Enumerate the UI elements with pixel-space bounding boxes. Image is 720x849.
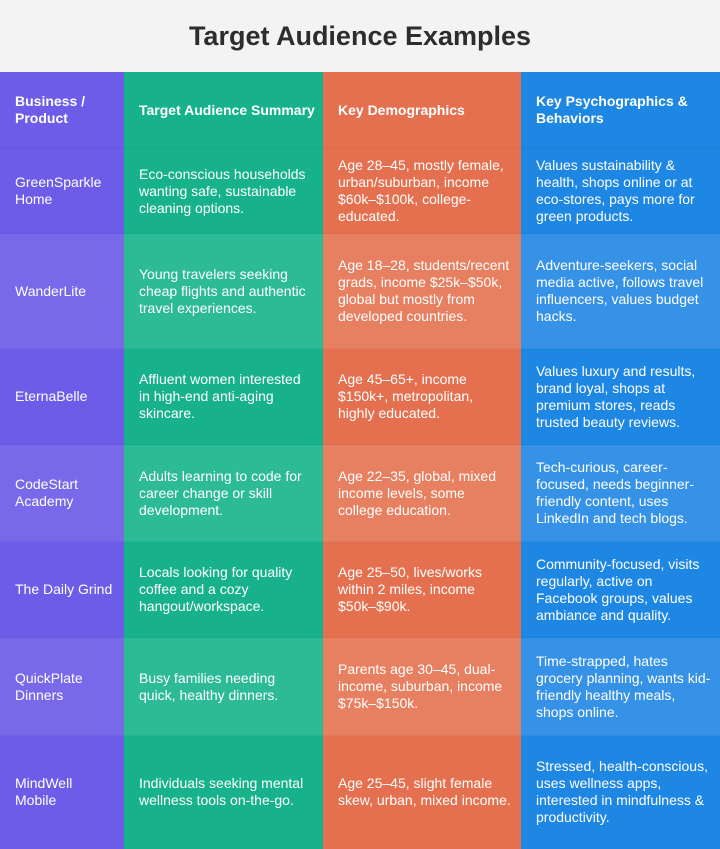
- table-row: WanderLite Young travelers seeking cheap …: [0, 233, 720, 349]
- cell-psychographics: Time-strapped, hates grocery planning, w…: [521, 637, 720, 736]
- cell-business: QuickPlate Dinners: [0, 637, 124, 736]
- header-psychographics: Key Psychographics & Behaviors: [521, 72, 720, 149]
- cell-demographics: Age 25–50, lives/works within 2 miles, i…: [323, 541, 521, 638]
- cell-demographics: Age 22–35, global, mixed income levels, …: [323, 444, 521, 542]
- cell-demographics: Parents age 30–45, dual-income, suburban…: [323, 637, 521, 736]
- cell-demographics: Age 25–45, slight female skew, urban, mi…: [323, 735, 521, 849]
- cell-summary: Eco-conscious households wanting safe, s…: [124, 148, 323, 234]
- audience-table: Business / Product Target Audience Summa…: [0, 72, 720, 849]
- cell-business: CodeStart Academy: [0, 444, 124, 542]
- cell-psychographics: Adventure-seekers, social media active, …: [521, 233, 720, 349]
- cell-psychographics: Tech-curious, career-focused, needs begi…: [521, 444, 720, 542]
- cell-summary: Individuals seeking mental wellness tool…: [124, 735, 323, 849]
- cell-business: MindWell Mobile: [0, 735, 124, 849]
- cell-business: The Daily Grind: [0, 541, 124, 638]
- cell-summary: Adults learning to code for career chang…: [124, 444, 323, 542]
- cell-demographics: Age 28–45, mostly female, urban/suburban…: [323, 148, 521, 234]
- table-row: GreenSparkle Home Eco-conscious household…: [0, 148, 720, 234]
- cell-psychographics: Community-focused, visits regularly, act…: [521, 541, 720, 638]
- table-row: QuickPlate Dinners Busy families needing …: [0, 637, 720, 736]
- cell-demographics: Age 45–65+, income $150k+, metropolitan,…: [323, 348, 521, 445]
- cell-psychographics: Stressed, health-conscious, uses wellnes…: [521, 735, 720, 849]
- header-demographics: Key Demographics: [323, 72, 521, 149]
- cell-summary: Affluent women interested in high-end an…: [124, 348, 323, 445]
- header-row: Business / Product Target Audience Summa…: [0, 72, 720, 149]
- cell-summary: Locals looking for quality coffee and a …: [124, 541, 323, 638]
- cell-summary: Young travelers seeking cheap flights an…: [124, 233, 323, 349]
- table-row: EternaBelle Affluent women interested in …: [0, 348, 720, 445]
- page-title: Target Audience Examples: [0, 0, 720, 72]
- cell-business: GreenSparkle Home: [0, 148, 124, 234]
- header-summary: Target Audience Summary: [124, 72, 323, 149]
- table-row: The Daily Grind Locals looking for qualit…: [0, 541, 720, 638]
- cell-demographics: Age 18–28, students/recent grads, income…: [323, 233, 521, 349]
- cell-psychographics: Values luxury and results, brand loyal, …: [521, 348, 720, 445]
- table-row: CodeStart Academy Adults learning to code…: [0, 444, 720, 542]
- cell-psychographics: Values sustainability & health, shops on…: [521, 148, 720, 234]
- cell-summary: Busy families needing quick, healthy din…: [124, 637, 323, 736]
- header-business: Business / Product: [0, 72, 124, 149]
- table-row: MindWell Mobile Individuals seeking menta…: [0, 735, 720, 849]
- cell-business: EternaBelle: [0, 348, 124, 445]
- cell-business: WanderLite: [0, 233, 124, 349]
